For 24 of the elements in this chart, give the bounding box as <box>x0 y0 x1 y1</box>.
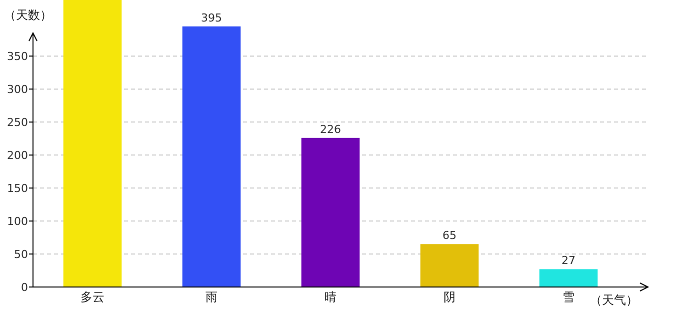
y-tick-label: 300 <box>7 82 28 96</box>
y-axis-title: （天数） <box>4 8 52 22</box>
x-tick-label: 雪 <box>562 290 574 304</box>
x-tick-label: 阴 <box>444 290 456 304</box>
y-tick-label: 100 <box>7 214 28 228</box>
y-tick-label: 50 <box>14 248 28 261</box>
bar <box>63 0 122 287</box>
y-tick-label: 0 <box>21 280 28 294</box>
bar <box>301 138 360 287</box>
data-label: 226 <box>320 122 341 136</box>
x-axis-title: （天气） <box>590 293 638 307</box>
data-label: 27 <box>562 254 576 268</box>
data-label: 395 <box>201 11 222 24</box>
bar <box>420 244 479 287</box>
bar <box>539 269 598 287</box>
x-tick-label: 多云 <box>80 290 104 304</box>
y-tick-label: 350 <box>7 50 28 63</box>
y-tick-label: 200 <box>7 148 28 162</box>
x-tick-label: 雨 <box>206 290 218 304</box>
y-tick-label: 150 <box>7 182 28 195</box>
y-tick-label: 250 <box>7 116 28 129</box>
x-tick-label: 晴 <box>324 290 336 304</box>
bar <box>182 26 241 287</box>
data-label: 65 <box>442 229 456 242</box>
